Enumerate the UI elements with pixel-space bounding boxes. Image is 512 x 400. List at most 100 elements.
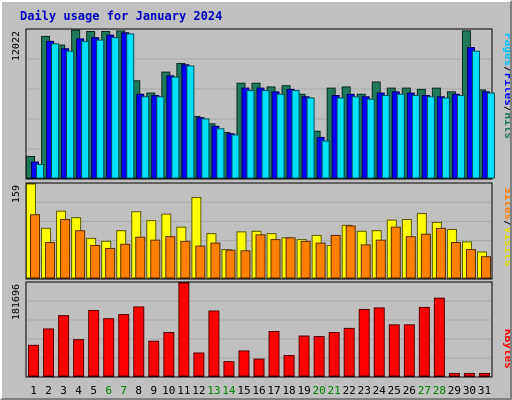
bar-pages-day-10 xyxy=(171,76,180,179)
bar-sites-day-1 xyxy=(30,214,41,279)
bar-pages-day-21 xyxy=(336,97,345,179)
bar-sites-day-15 xyxy=(240,250,251,279)
bar-kbytes-day-8 xyxy=(133,306,145,377)
x-tick-label-day-26: 26 xyxy=(403,384,416,397)
bar-sites-day-29 xyxy=(450,242,461,279)
visits-panel-max-label: 159 xyxy=(11,185,22,203)
bar-kbytes-day-1 xyxy=(28,344,40,377)
legend-kbytes-part: KBytes xyxy=(502,329,510,369)
bar-kbytes-day-16 xyxy=(253,358,265,377)
bar-sites-day-21 xyxy=(330,234,341,279)
x-tick-label-day-2: 2 xyxy=(45,384,52,397)
x-tick-label-day-17: 17 xyxy=(267,384,280,397)
bar-pages-day-4 xyxy=(81,40,90,179)
bar-sites-day-26 xyxy=(405,236,416,279)
bar-sites-day-30 xyxy=(465,249,476,279)
x-tick-label-day-24: 24 xyxy=(373,384,387,397)
bar-sites-day-5 xyxy=(90,244,101,279)
x-tick-label-day-9: 9 xyxy=(150,384,157,397)
bar-kbytes-day-27 xyxy=(418,306,430,377)
bar-kbytes-day-31 xyxy=(478,372,490,377)
x-tick-label-day-4: 4 xyxy=(75,384,82,397)
bar-kbytes-day-7 xyxy=(118,314,130,377)
bar-pages-day-17 xyxy=(276,93,285,179)
bar-pages-day-18 xyxy=(291,90,300,179)
bar-pages-day-5 xyxy=(96,39,105,179)
bar-pages-day-13 xyxy=(216,128,225,179)
bar-pages-day-19 xyxy=(306,97,315,179)
bar-kbytes-day-14 xyxy=(223,361,235,377)
bar-pages-day-7 xyxy=(126,33,135,179)
bar-kbytes-day-2 xyxy=(43,328,55,377)
bar-pages-day-29 xyxy=(456,95,465,179)
x-tick-label-day-14: 14 xyxy=(222,384,236,397)
bar-pages-day-8 xyxy=(141,96,150,179)
bar-pages-day-14 xyxy=(231,134,240,179)
bar-sites-day-7 xyxy=(120,243,131,279)
kbytes-panel-max-label: 181696 xyxy=(11,284,22,320)
x-tick-label-day-20: 20 xyxy=(313,384,326,397)
bar-sites-day-28 xyxy=(435,227,446,279)
bar-kbytes-day-5 xyxy=(88,309,100,377)
bar-pages-day-12 xyxy=(201,118,210,179)
legend-sites-visits: Sites/Visits xyxy=(502,187,510,267)
x-tick-label-day-3: 3 xyxy=(60,384,67,397)
x-tick-label-day-1: 1 xyxy=(30,384,37,397)
x-tick-label-day-5: 5 xyxy=(90,384,97,397)
bar-sites-day-9 xyxy=(150,239,161,279)
bar-sites-day-27 xyxy=(420,233,431,279)
legend-pages-files-hits-part: Files xyxy=(502,73,510,106)
bar-pages-day-15 xyxy=(246,90,255,179)
bar-sites-day-18 xyxy=(285,237,296,279)
bar-sites-day-3 xyxy=(60,218,71,279)
x-tick-label-day-19: 19 xyxy=(297,384,310,397)
x-tick-label-day-23: 23 xyxy=(358,384,371,397)
bar-pages-day-16 xyxy=(261,90,270,179)
bar-kbytes-day-18 xyxy=(283,355,295,377)
bar-pages-day-6 xyxy=(111,37,120,179)
hits-panel-max-label: 12022 xyxy=(11,31,22,61)
x-tick-label-day-12: 12 xyxy=(192,384,205,397)
legend-kbytes: KBytes xyxy=(502,329,510,369)
legend-sites-visits-part: / xyxy=(502,220,510,227)
x-tick-label-day-31: 31 xyxy=(478,384,491,397)
bar-sites-day-4 xyxy=(75,230,86,279)
x-tick-label-day-6: 6 xyxy=(105,384,112,397)
bar-sites-day-24 xyxy=(375,239,386,279)
bar-sites-day-10 xyxy=(165,236,176,279)
bar-kbytes-day-17 xyxy=(268,330,280,377)
x-tick-label-day-11: 11 xyxy=(177,384,190,397)
bar-pages-day-20 xyxy=(321,140,330,179)
x-tick-label-day-28: 28 xyxy=(433,384,446,397)
bar-kbytes-day-29 xyxy=(448,372,460,377)
bar-kbytes-day-19 xyxy=(298,335,310,377)
bar-pages-day-2 xyxy=(51,43,60,179)
x-tick-label-day-7: 7 xyxy=(120,384,127,397)
legend-sites-visits-part: Visits xyxy=(502,227,510,267)
bar-sites-day-23 xyxy=(360,244,371,279)
bar-pages-day-26 xyxy=(411,95,420,179)
bar-pages-day-28 xyxy=(441,97,450,179)
bar-kbytes-day-30 xyxy=(463,372,475,377)
x-tick-label-day-27: 27 xyxy=(418,384,431,397)
bar-kbytes-day-24 xyxy=(373,307,385,377)
bar-kbytes-day-10 xyxy=(163,331,175,377)
bar-sites-day-6 xyxy=(105,247,116,279)
legend-pages-files-hits: Pages/Files/Hits xyxy=(502,33,510,139)
bar-kbytes-day-3 xyxy=(58,315,70,377)
bar-kbytes-day-25 xyxy=(388,324,400,377)
legend-pages-files-hits-part: / xyxy=(502,66,510,73)
bar-pages-day-3 xyxy=(66,50,75,179)
bar-sites-day-25 xyxy=(390,226,401,279)
x-tick-label-day-18: 18 xyxy=(282,384,295,397)
bar-sites-day-31 xyxy=(480,256,491,279)
x-tick-label-day-16: 16 xyxy=(252,384,265,397)
x-tick-label-day-21: 21 xyxy=(328,384,341,397)
bar-pages-day-25 xyxy=(396,93,405,179)
bar-pages-day-27 xyxy=(426,96,435,179)
bar-pages-day-30 xyxy=(471,50,480,179)
bar-pages-day-23 xyxy=(366,98,375,179)
x-tick-label-day-25: 25 xyxy=(388,384,401,397)
